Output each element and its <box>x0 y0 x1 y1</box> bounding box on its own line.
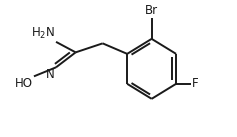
Text: Br: Br <box>145 4 158 17</box>
Text: HO: HO <box>15 77 33 90</box>
Text: H$_2$N: H$_2$N <box>31 26 55 41</box>
Text: F: F <box>192 77 199 90</box>
Text: N: N <box>46 68 55 81</box>
